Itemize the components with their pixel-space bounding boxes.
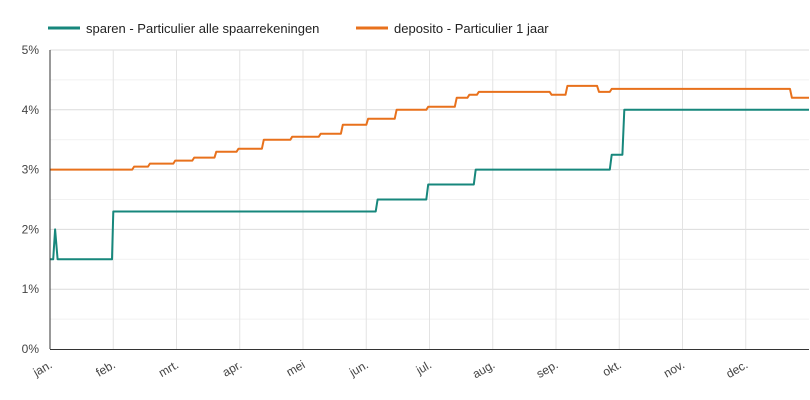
- x-tick-label: feb.: [93, 357, 117, 379]
- series-lines: [50, 84, 809, 261]
- y-tick-label: 2%: [22, 222, 40, 236]
- x-tick-label: apr.: [220, 357, 244, 379]
- series-line-sparen: [50, 108, 809, 261]
- series-line-deposito: [50, 84, 809, 171]
- x-tick-label: jun.: [346, 357, 371, 379]
- x-tick-label: okt.: [600, 357, 624, 379]
- x-tick-label: dec.: [724, 357, 751, 380]
- y-tick-label: 4%: [22, 103, 40, 117]
- x-tick-label: jan.: [30, 357, 55, 379]
- legend-label-deposito: deposito - Particulier 1 jaar: [394, 21, 549, 36]
- y-tick-label: 1%: [22, 282, 40, 296]
- y-tick-labels: 0% 1% 2% 3% 4% 5%: [22, 43, 40, 356]
- major-gridlines: [50, 49, 809, 349]
- x-tick-label: jul.: [413, 357, 434, 377]
- y-tick-label: 3%: [22, 163, 40, 177]
- x-tick-label: aug.: [470, 357, 497, 381]
- x-tick-label: mei: [284, 357, 308, 379]
- y-tick-label: 0%: [22, 342, 40, 356]
- axes: [49, 50, 809, 350]
- x-tick-label: nov.: [661, 357, 687, 380]
- legend-label-sparen: sparen - Particulier alle spaarrekeninge…: [86, 21, 319, 36]
- x-tick-label: mrt.: [156, 357, 181, 379]
- legend: sparen - Particulier alle spaarrekeninge…: [48, 21, 549, 36]
- y-tick-label: 5%: [22, 43, 40, 57]
- x-tick-label: sep.: [534, 357, 561, 380]
- x-tick-labels: jan. feb. mrt. apr. mei jun. jul. aug. sep. okt. n…: [30, 357, 750, 381]
